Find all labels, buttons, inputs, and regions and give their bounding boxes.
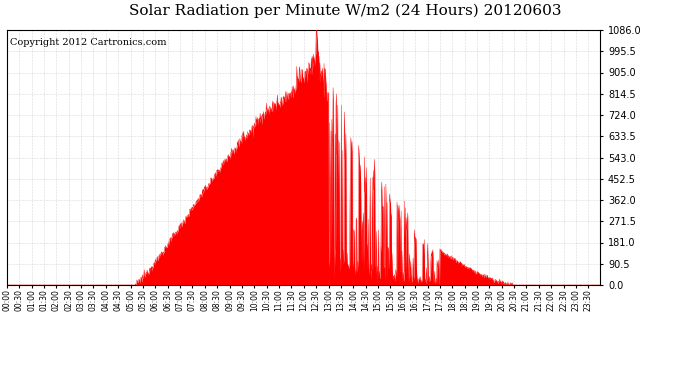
Text: Copyright 2012 Cartronics.com: Copyright 2012 Cartronics.com — [10, 38, 166, 46]
Text: Solar Radiation per Minute W/m2 (24 Hours) 20120603: Solar Radiation per Minute W/m2 (24 Hour… — [129, 4, 561, 18]
